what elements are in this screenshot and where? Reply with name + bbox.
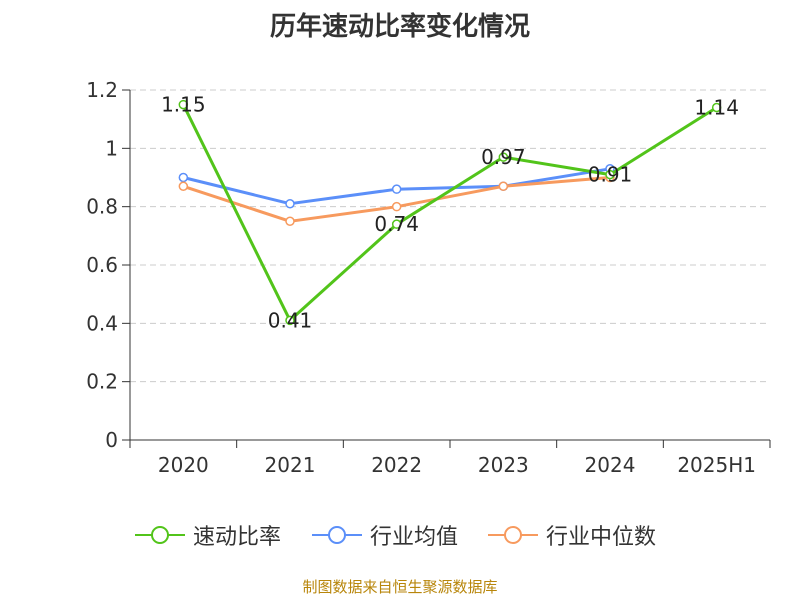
data-point-series-0 [178,99,189,110]
legend-marker-industry-median [488,526,538,544]
y-tick-label: 1 [105,136,118,160]
series-line-0 [181,103,718,322]
data-label: 1.15 [161,93,206,117]
data-point-series-0 [285,315,295,326]
legend-item-industry-mean[interactable]: 行业均值 [312,520,458,550]
data-label: 0.97 [481,145,526,169]
legend-marker-quick-ratio [135,526,185,544]
y-tick-label: 0.6 [86,253,118,277]
data-point-series-1 [391,184,402,194]
y-tick-label: 1.2 [86,78,118,102]
data-label: 0.41 [268,308,313,332]
legend: 速动比率 行业均值 行业中位数 [0,520,800,550]
x-tick-label: 2020 [158,453,209,477]
y-tick-label: 0.2 [86,370,118,394]
legend-label-industry-mean: 行业均值 [370,525,459,550]
data-point-series-2 [498,181,509,191]
x-tick-label: 2023 [478,453,529,477]
data-point-series-0 [498,152,509,162]
x-tick-label: 2025H1 [677,453,756,477]
data-label: 1.14 [694,96,739,120]
chart-title: 历年速动比率变化情况 [269,12,530,42]
data-point-series-2 [285,216,295,226]
x-tick-label: 2022 [371,453,422,477]
legend-label-quick-ratio: 速动比率 [193,525,282,550]
y-tick-label: 0.4 [86,311,118,335]
x-tick-label: 2021 [265,453,316,477]
data-point-series-0 [605,169,615,180]
legend-item-industry-median[interactable]: 行业中位数 [488,520,656,550]
x-tick-label: 2024 [585,453,636,477]
data-source-note: 制图数据来自恒生聚源数据库 [302,578,498,596]
data-label: 0.91 [588,163,633,187]
data-point-series-0 [711,102,722,113]
legend-item-quick-ratio[interactable]: 速动比率 [135,520,281,550]
data-point-series-1 [178,172,189,183]
data-point-series-1 [285,199,295,209]
y-tick-label: 0 [105,428,118,452]
legend-label-industry-median: 行业中位数 [546,525,657,550]
data-point-series-0 [391,219,402,229]
data-label: 0.74 [374,212,419,236]
legend-marker-industry-mean [312,526,362,544]
data-point-series-2 [178,181,189,191]
y-tick-label: 0.8 [86,195,118,219]
data-point-series-2 [391,201,402,212]
